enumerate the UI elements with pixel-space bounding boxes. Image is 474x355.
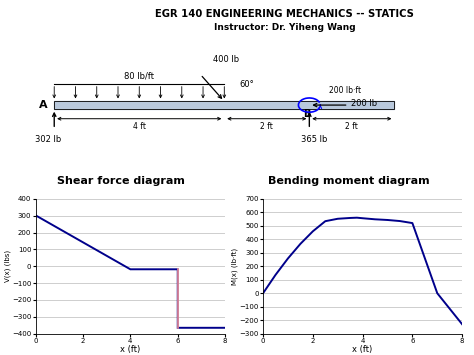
- Y-axis label: V(x) (lbs): V(x) (lbs): [4, 250, 10, 282]
- Bar: [54, 102, 394, 109]
- X-axis label: x (ft): x (ft): [120, 345, 140, 354]
- X-axis label: x (ft): x (ft): [353, 345, 373, 354]
- Text: 400 lb: 400 lb: [213, 55, 239, 64]
- Text: Instructor: Dr. Yiheng Wang: Instructor: Dr. Yiheng Wang: [214, 23, 355, 32]
- Text: 365 lb: 365 lb: [301, 135, 327, 144]
- Text: 200 lb·ft: 200 lb·ft: [329, 86, 361, 95]
- Text: EGR 140 ENGINEERING MECHANICS -- STATICS: EGR 140 ENGINEERING MECHANICS -- STATICS: [155, 9, 414, 19]
- Y-axis label: M(x) (lb·ft): M(x) (lb·ft): [232, 248, 238, 285]
- Text: DCC: DCC: [27, 7, 68, 26]
- Text: 60°: 60°: [239, 80, 255, 89]
- Text: 302 lb: 302 lb: [35, 135, 61, 144]
- Text: 200 lb: 200 lb: [351, 99, 377, 108]
- Text: B: B: [303, 109, 311, 119]
- Text: 2 ft: 2 ft: [260, 122, 273, 131]
- Text: Danville Community College: Danville Community College: [17, 38, 78, 42]
- Bar: [54, 102, 394, 109]
- Text: Bending moment diagram: Bending moment diagram: [268, 176, 429, 186]
- Text: Shear force diagram: Shear force diagram: [57, 176, 185, 186]
- Text: 80 lb/ft: 80 lb/ft: [124, 72, 154, 81]
- Text: 4 ft: 4 ft: [133, 122, 146, 131]
- Text: 2 ft: 2 ft: [346, 122, 358, 131]
- Text: A: A: [39, 100, 47, 110]
